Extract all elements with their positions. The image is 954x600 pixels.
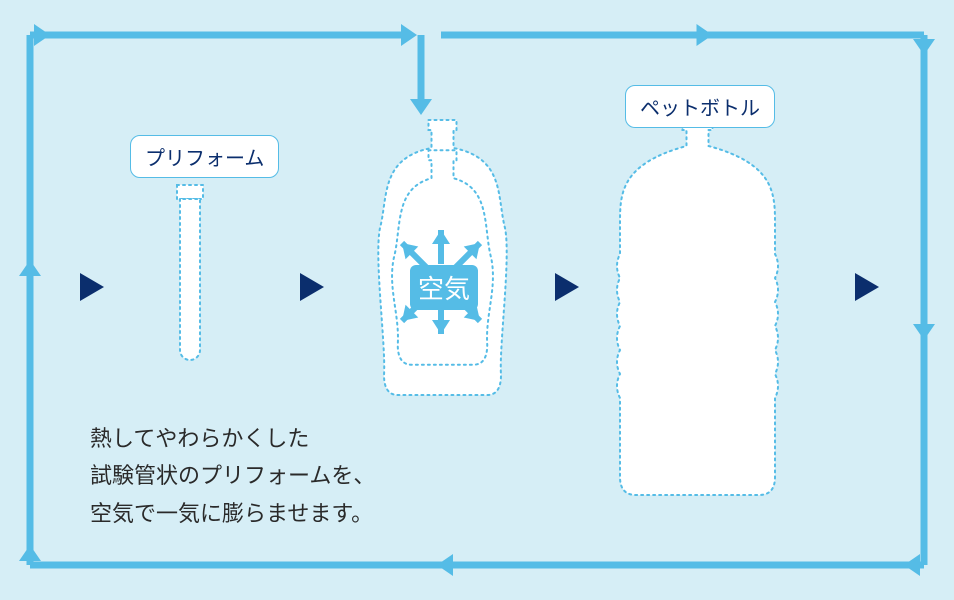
step-arrow-icon (300, 273, 324, 301)
step-arrow-icon (80, 273, 104, 301)
step-arrow-icon (855, 273, 879, 301)
air-label-text: 空気 (418, 275, 470, 304)
pet-bottle-label-text: ペットボトル (640, 98, 760, 120)
step-arrow-icon (555, 273, 579, 301)
preform-label-text: プリフォーム (145, 148, 264, 170)
preform-label: プリフォーム (130, 135, 279, 178)
air-label-box: 空気 (410, 265, 478, 310)
pet-bottle-label: ペットボトル (625, 85, 775, 128)
process-caption: 熱してやわらかくした 試験管状のプリフォームを、 空気で一気に膨らませます。 (90, 420, 375, 532)
